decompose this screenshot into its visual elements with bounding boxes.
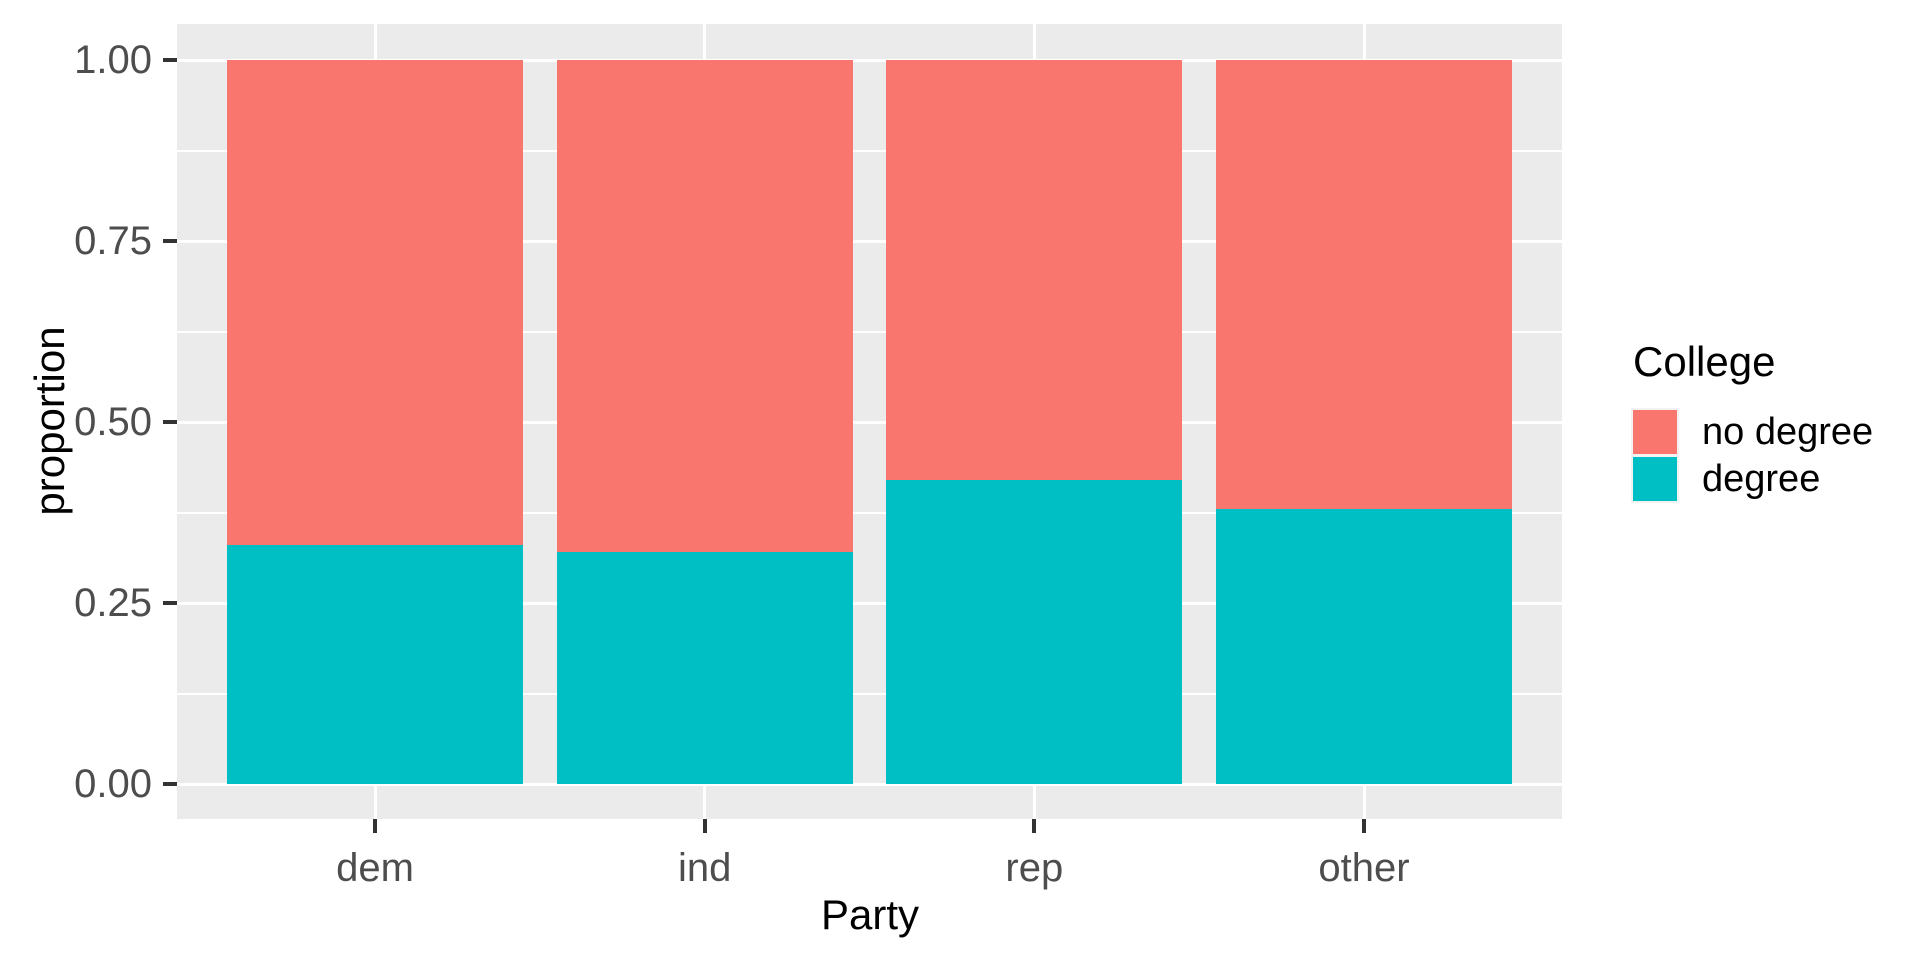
minor-gridline <box>177 692 1562 695</box>
x-tick-mark <box>373 819 377 833</box>
major-gridline <box>177 58 1562 62</box>
minor-gridline <box>177 149 1562 152</box>
bar-segment-degree-other <box>1216 508 1512 784</box>
bar-segment-degree-ind <box>556 552 853 784</box>
major-gridline <box>177 601 1562 605</box>
y-tick-mark <box>163 239 177 243</box>
y-tick-mark <box>163 58 177 62</box>
plot-panel <box>177 24 1562 819</box>
legend-swatch-icon <box>1633 410 1677 455</box>
y-tick-label: 0.75 <box>74 219 152 263</box>
legend-entry-label: no degree <box>1702 411 1874 454</box>
bar-segment-no-degree-other <box>1216 60 1512 509</box>
bar-segment-degree-rep <box>886 479 1183 784</box>
legend-title: College <box>1633 338 1776 385</box>
legend-keys: no degree degree <box>1633 410 1874 502</box>
x-tick-label-rep: rep <box>1005 846 1064 890</box>
legend-swatch-icon <box>1633 457 1677 502</box>
y-tick-mark <box>163 601 177 605</box>
y-tick-label: 1.00 <box>74 38 152 82</box>
legend: College no degree degree <box>1633 338 1873 504</box>
x-tick-mark <box>1032 819 1037 833</box>
y-tick-label: 0.50 <box>74 400 152 444</box>
y-tick-label: 0.25 <box>74 581 152 625</box>
bar-segment-no-degree-ind <box>556 60 853 553</box>
y-tick-mark <box>163 420 177 424</box>
y-tick-label: 0.00 <box>74 762 152 806</box>
bar-segment-degree-dem <box>227 545 523 784</box>
x-tick-label-other: other <box>1318 846 1410 890</box>
y-axis-title: proportion <box>25 326 73 516</box>
legend-entry-degree: degree <box>1633 457 1873 502</box>
x-tick-label-dem: dem <box>336 846 414 890</box>
major-gridline <box>177 420 1562 424</box>
x-tick-label-ind: ind <box>677 846 732 890</box>
x-axis-title: Party <box>820 891 920 938</box>
major-gridline <box>177 782 1562 786</box>
bar-segment-no-degree-rep <box>886 60 1183 480</box>
y-tick-mark <box>163 782 177 786</box>
legend-entry-no-degree: no degree <box>1633 410 1874 455</box>
minor-gridline <box>177 330 1562 333</box>
legend-entry-label: degree <box>1702 458 1821 501</box>
major-gridline <box>177 239 1562 243</box>
minor-gridline <box>177 511 1562 514</box>
x-tick-mark <box>702 819 707 833</box>
x-tick-mark <box>1362 819 1366 833</box>
bar-segment-no-degree-dem <box>227 60 523 546</box>
